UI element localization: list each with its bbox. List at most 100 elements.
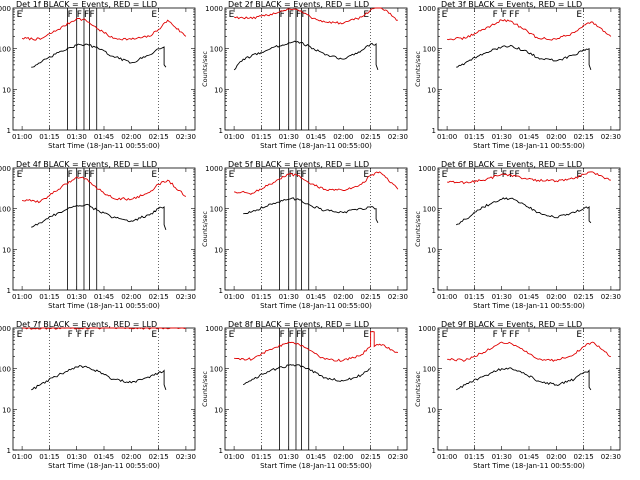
series-line-events [31,364,167,391]
x-tick-label: 01:30 [67,133,87,141]
marker-label: E [17,10,23,20]
marker-label: F [68,10,73,20]
marker-label: F [296,330,301,340]
x-tick-label: 01:15 [464,133,484,141]
marker-label: F [68,330,73,340]
y-tick-label: 1 [219,287,223,295]
y-tick-label: 1000 [418,165,436,173]
marker-label: F [84,10,89,20]
y-tick-label: 1000 [205,5,223,13]
marker-label: F [514,170,519,180]
y-tick-label: 10 [427,86,436,94]
x-axis-label: Start Time (18-Jan-11 00:55:00) [473,462,585,470]
marker-label: F [77,330,82,340]
marker-label: E [151,170,157,180]
marker-label: F [509,330,514,340]
marker-label: E [229,170,235,180]
plot-frame [224,7,408,131]
marker-label: E [442,330,448,340]
series-line-lld [233,171,399,195]
marker-label: F [280,10,285,20]
x-tick-label: 01:15 [39,133,59,141]
y-tick-label: 1000 [0,5,11,13]
panel-title: Det 5f BLACK = Events, RED = LLD [228,160,369,169]
x-tick-label: 01:30 [279,453,299,461]
panel-det-7: Det 7f BLACK = Events, RED = LLD 1 10 100 10… [0,320,196,470]
x-tick-label: 01:30 [67,453,87,461]
y-tick-label: 1000 [0,325,11,333]
y-axis-label: Counts/sec [201,371,209,407]
x-tick-label: 01:30 [279,133,299,141]
plot-frame [437,167,621,291]
x-tick-label: 01:45 [94,453,114,461]
x-tick-label: 01:15 [251,133,271,141]
y-tick-label: 1 [7,127,11,135]
plot-frame [224,167,408,291]
marker-label: F [296,170,301,180]
y-tick-label: 1 [432,447,436,455]
marker-label: E [442,170,448,180]
x-tick-label: 01:45 [94,133,114,141]
panel-det-8: Det 8f BLACK = Events, RED = LLD 1 10 100 10… [201,320,408,470]
series-line-events [233,40,379,71]
y-tick-label: 10 [427,406,436,414]
marker-label: F [280,330,285,340]
marker-label: F [89,330,94,340]
x-tick-label: 02:15 [574,133,594,141]
marker-label: F [502,10,507,20]
x-axis-label: Start Time (18-Jan-11 00:55:00) [260,142,372,150]
x-tick-label: 02:00 [546,293,566,301]
plot-frame [12,167,196,291]
marker-label: F [84,170,89,180]
series-line-lld [233,7,398,25]
y-tick-label: 100 [0,46,11,54]
y-tick-label: 100 [423,46,436,54]
marker-label: F [301,10,306,20]
y-tick-label: 1 [219,447,223,455]
x-tick-label: 02:30 [176,453,196,461]
x-tick-label: 02:30 [176,293,196,301]
series-line-lld [447,341,611,362]
marker-label: E [229,10,235,20]
marker-label: F [84,330,89,340]
x-tick-label: 01:15 [39,453,59,461]
panel-det-2: Det 2f BLACK = Events, RED = LLD 1 10 100 10… [201,0,408,150]
plot-frame [437,7,621,131]
panel-det-3: Det 3f BLACK = Events, RED = LLD 1 10 100 10… [414,0,621,150]
marker-label: F [296,10,301,20]
y-tick-label: 100 [210,206,223,214]
marker-label: F [68,170,73,180]
x-tick-label: 01:00 [437,133,457,141]
panel-det-5: Det 5f BLACK = Events, RED = LLD 1 10 100 10… [201,160,408,310]
x-tick-label: 01:45 [519,453,539,461]
panel-title: Det 1f BLACK = Events, RED = LLD [16,0,157,9]
x-tick-label: 01:15 [39,293,59,301]
marker-label: F [89,170,94,180]
x-tick-label: 01:45 [519,293,539,301]
series-line-events [456,197,592,226]
marker-label: E [151,330,157,340]
x-tick-label: 01:00 [12,453,32,461]
x-axis-label: Start Time (18-Jan-11 00:55:00) [48,142,160,150]
marker-label: E [17,330,23,340]
x-tick-label: 02:15 [574,453,594,461]
series-line-lld [234,331,398,362]
panel-title: Det 6f BLACK = Events, RED = LLD [441,160,582,169]
x-axis-label: Start Time (18-Jan-11 00:55:00) [48,302,160,310]
plot-frame [12,7,196,131]
marker-label: F [77,170,82,180]
marker-label: F [493,10,498,20]
x-axis-label: Start Time (18-Jan-11 00:55:00) [260,302,372,310]
panel-title: Det 7f BLACK = Events, RED = LLD [16,320,157,329]
x-tick-label: 02:00 [546,453,566,461]
marker-label: E [363,10,369,20]
marker-label: F [89,10,94,20]
panel-title: Det 3f BLACK = Events, RED = LLD [441,0,582,9]
marker-label: F [301,330,306,340]
x-tick-label: 02:15 [149,293,169,301]
marker-label: E [229,330,235,340]
x-tick-label: 01:00 [437,453,457,461]
plot-frame [12,327,196,451]
panel-title: Det 4f BLACK = Events, RED = LLD [16,160,157,169]
x-tick-label: 01:45 [306,133,326,141]
